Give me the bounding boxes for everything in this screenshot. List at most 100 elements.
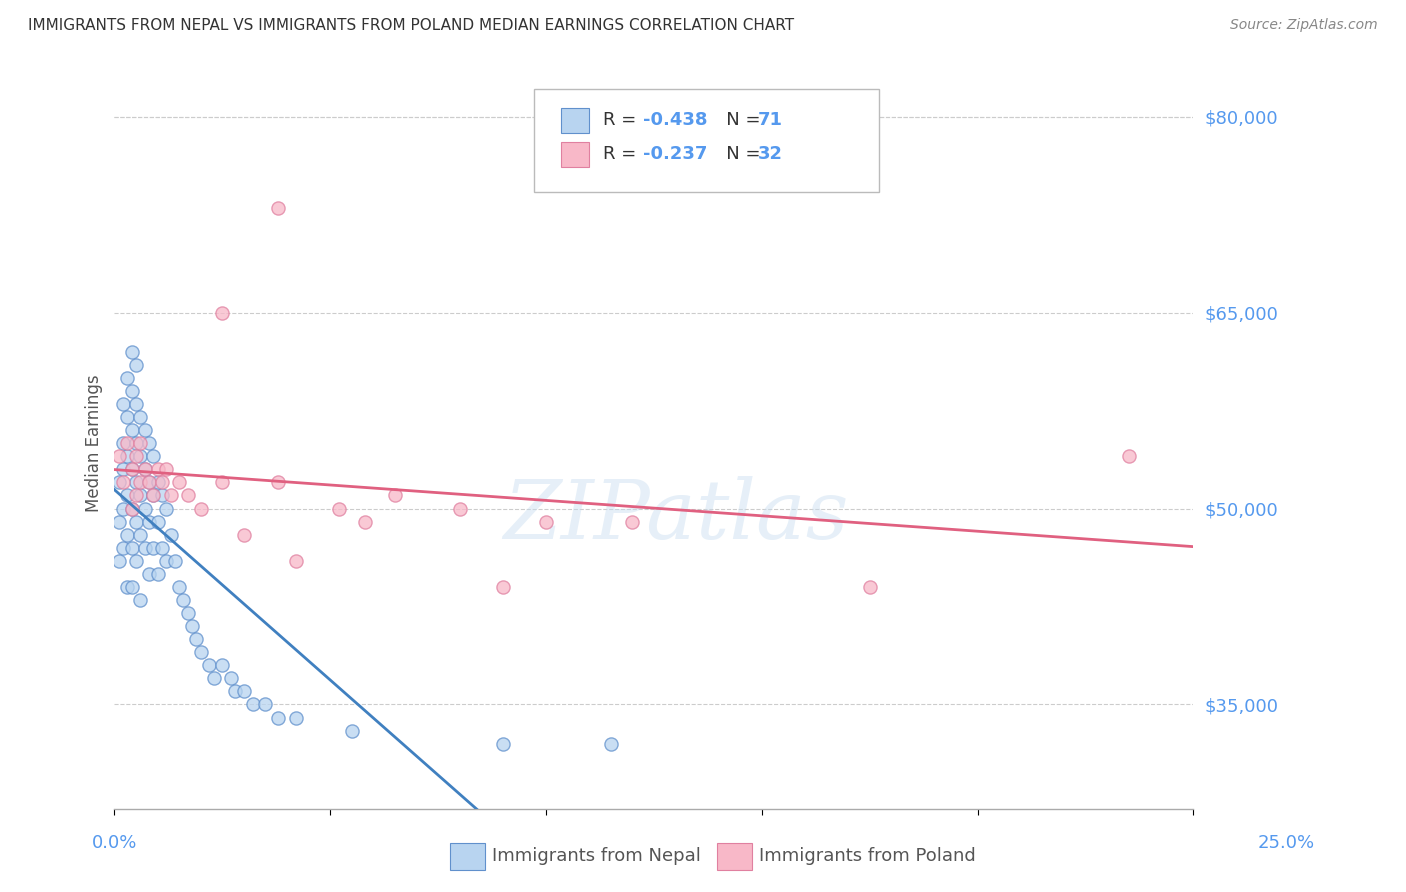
Point <box>117 410 139 425</box>
Point <box>134 462 156 476</box>
Point <box>121 462 143 476</box>
Point <box>146 462 169 476</box>
Point <box>267 710 290 724</box>
Point <box>112 501 135 516</box>
Point <box>449 501 471 516</box>
Point <box>138 515 160 529</box>
Point <box>129 410 152 425</box>
Point <box>138 475 160 490</box>
Text: N =: N = <box>709 112 766 129</box>
Point <box>146 475 169 490</box>
Point <box>159 488 181 502</box>
Point <box>219 672 242 686</box>
Point <box>138 566 160 581</box>
Point <box>125 436 148 450</box>
Point <box>134 541 156 555</box>
Point <box>107 450 129 464</box>
Text: Immigrants from Poland: Immigrants from Poland <box>759 847 976 865</box>
Point <box>202 672 225 686</box>
Point <box>138 436 160 450</box>
Text: -0.438: -0.438 <box>643 112 707 129</box>
Point <box>112 436 135 450</box>
Point <box>117 527 139 541</box>
Point <box>186 632 208 647</box>
Point <box>163 554 186 568</box>
Point <box>242 698 264 712</box>
Point <box>129 593 152 607</box>
Point <box>125 397 148 411</box>
Point <box>177 488 200 502</box>
Point <box>150 541 173 555</box>
Point <box>117 450 139 464</box>
Point <box>107 475 129 490</box>
Point <box>190 501 212 516</box>
Point <box>224 684 246 698</box>
Point <box>142 488 165 502</box>
Point <box>181 619 204 633</box>
Point <box>117 488 139 502</box>
Point <box>267 475 290 490</box>
Point <box>125 450 148 464</box>
Point <box>146 515 169 529</box>
Point <box>121 462 143 476</box>
Point <box>129 450 152 464</box>
Text: Source: ZipAtlas.com: Source: ZipAtlas.com <box>1230 18 1378 32</box>
Point <box>621 515 644 529</box>
Point <box>121 344 143 359</box>
Point <box>117 580 139 594</box>
Point <box>859 580 882 594</box>
Point <box>211 658 233 673</box>
Point <box>190 645 212 659</box>
Point <box>121 541 143 555</box>
Point <box>492 737 515 751</box>
Point <box>138 475 160 490</box>
Text: 25.0%: 25.0% <box>1257 834 1315 852</box>
Point <box>167 475 190 490</box>
Point <box>125 358 148 372</box>
Point <box>142 450 165 464</box>
Point <box>142 488 165 502</box>
Text: R =: R = <box>603 145 643 163</box>
Point <box>232 684 254 698</box>
Point <box>534 515 557 529</box>
Point <box>155 554 177 568</box>
Text: N =: N = <box>709 145 766 163</box>
Point <box>328 501 350 516</box>
Point <box>112 475 135 490</box>
Point <box>125 475 148 490</box>
Point <box>129 527 152 541</box>
Point <box>117 371 139 385</box>
Point <box>125 515 148 529</box>
Point <box>172 593 194 607</box>
Point <box>129 488 152 502</box>
Text: 0.0%: 0.0% <box>91 834 136 852</box>
Point <box>167 580 190 594</box>
Point <box>155 462 177 476</box>
Point <box>211 475 233 490</box>
Point <box>121 501 143 516</box>
Point <box>492 580 515 594</box>
Point <box>284 710 307 724</box>
Point <box>107 554 129 568</box>
Text: -0.237: -0.237 <box>643 145 707 163</box>
Point <box>121 423 143 437</box>
Point <box>117 436 139 450</box>
Text: IMMIGRANTS FROM NEPAL VS IMMIGRANTS FROM POLAND MEDIAN EARNINGS CORRELATION CHAR: IMMIGRANTS FROM NEPAL VS IMMIGRANTS FROM… <box>28 18 794 33</box>
Point <box>129 475 152 490</box>
Point <box>146 566 169 581</box>
Point <box>107 515 129 529</box>
Point <box>134 501 156 516</box>
Point <box>121 501 143 516</box>
Point <box>134 423 156 437</box>
Point <box>211 305 233 319</box>
Point <box>129 436 152 450</box>
Text: ZIPatlas: ZIPatlas <box>503 476 848 557</box>
Point <box>284 554 307 568</box>
Point <box>150 488 173 502</box>
Point <box>340 723 363 738</box>
Point <box>1118 450 1140 464</box>
Point <box>142 541 165 555</box>
Text: 32: 32 <box>758 145 783 163</box>
Point <box>353 515 375 529</box>
Point <box>150 475 173 490</box>
